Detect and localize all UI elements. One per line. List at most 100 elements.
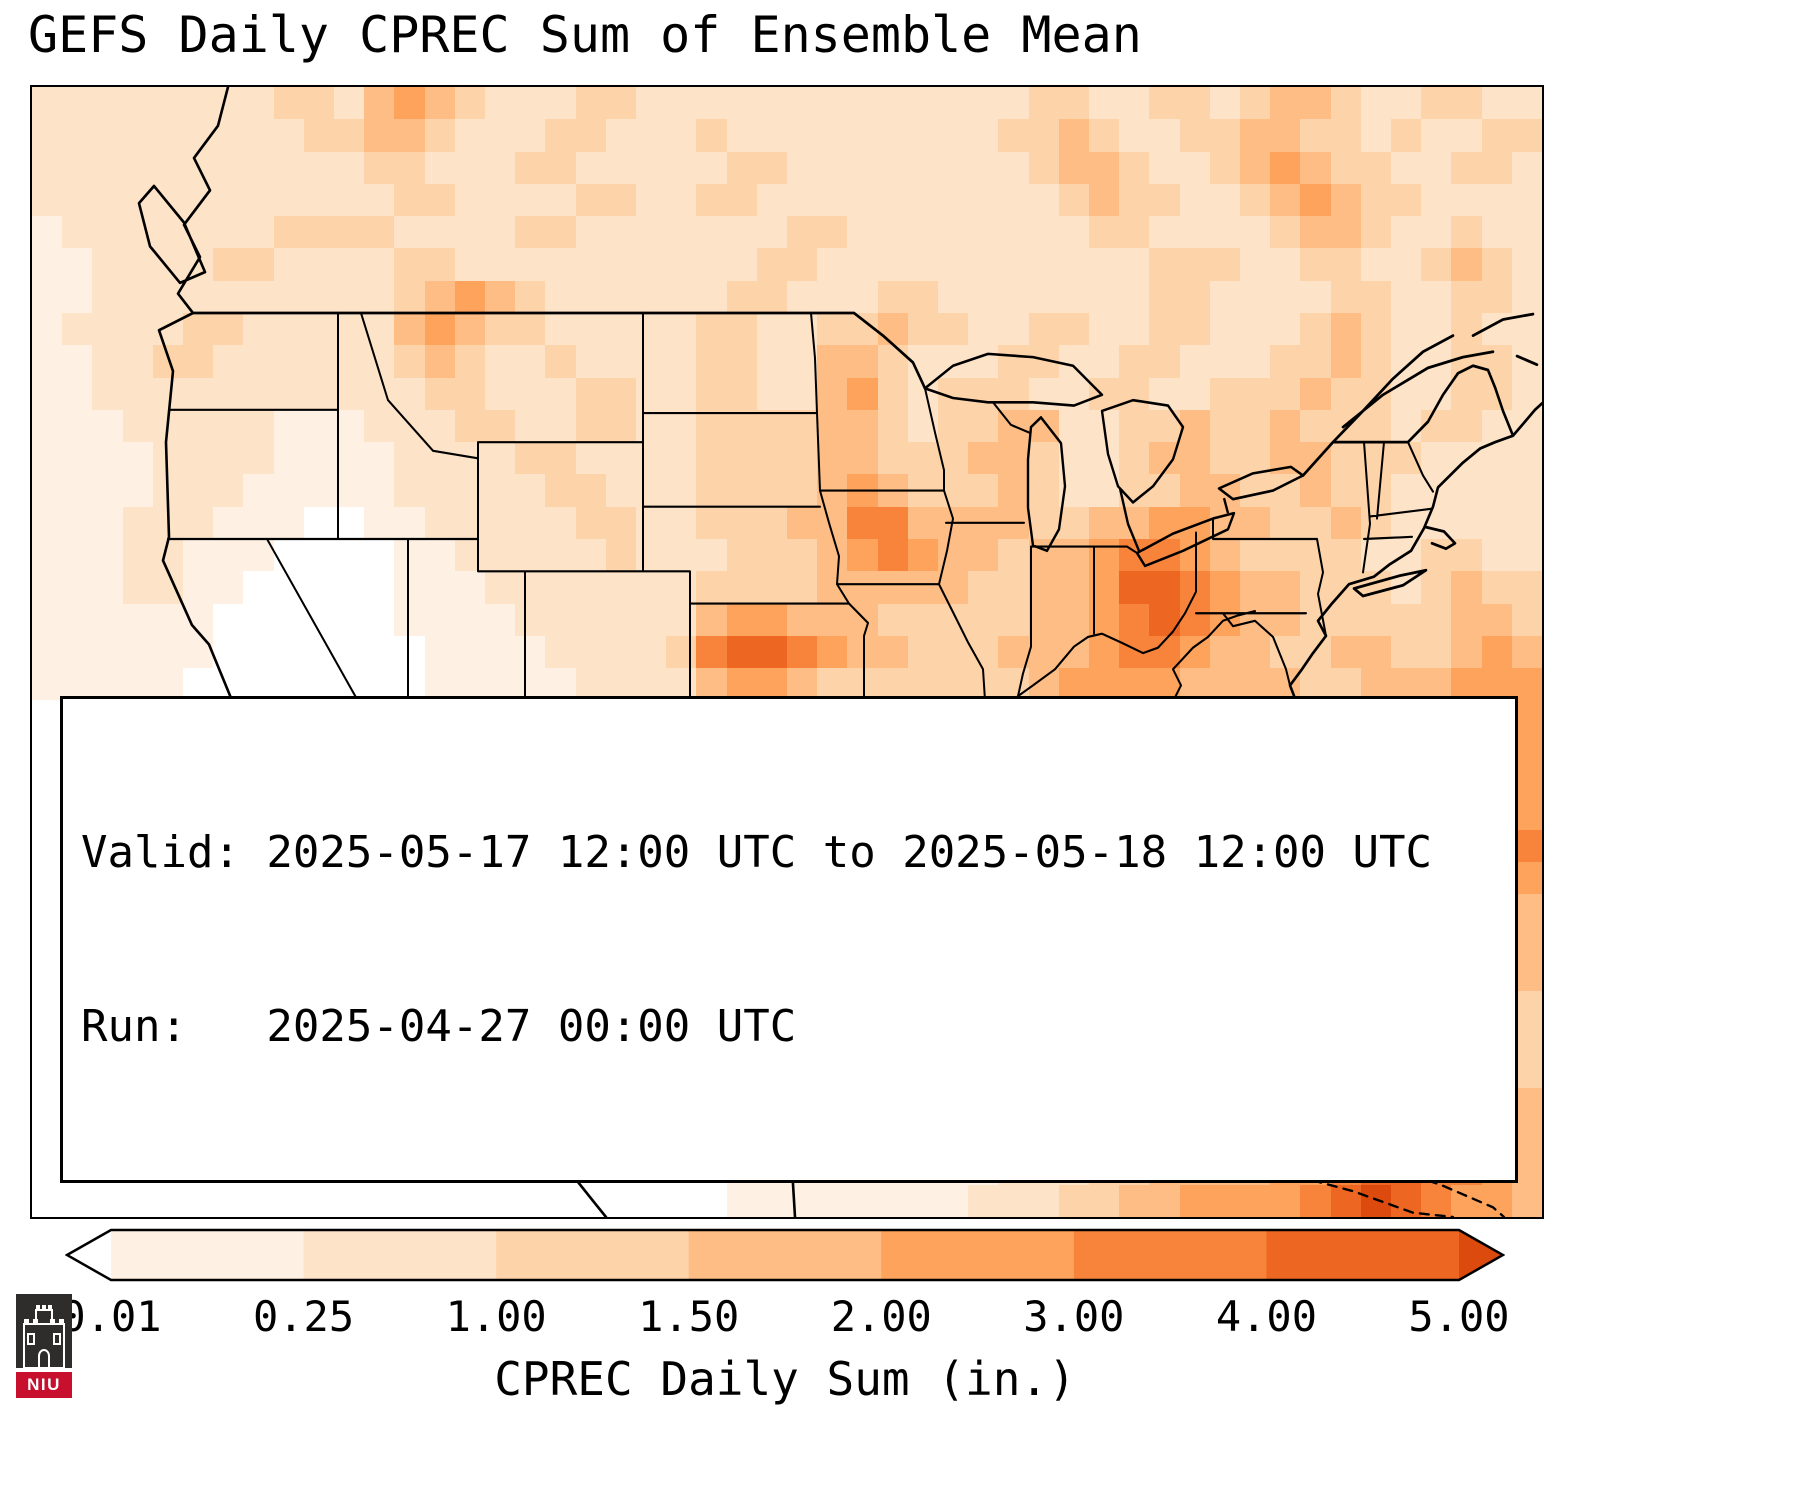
precip-cell bbox=[1058, 668, 1089, 701]
precip-cell bbox=[1330, 248, 1361, 281]
precip-cell bbox=[213, 312, 244, 346]
precip-cell bbox=[1209, 506, 1240, 539]
precip-cell bbox=[364, 248, 395, 281]
precip-cell bbox=[1270, 668, 1301, 701]
precip-cell bbox=[787, 248, 818, 281]
precip-cell bbox=[1179, 119, 1210, 152]
precip-cell bbox=[1391, 377, 1422, 410]
precip-cell bbox=[1481, 248, 1512, 281]
precip-cell bbox=[394, 312, 425, 346]
precip-cell bbox=[1179, 345, 1210, 378]
precip-cell bbox=[152, 312, 183, 346]
precip-cell bbox=[213, 635, 244, 669]
precip-cell bbox=[756, 571, 787, 604]
precip-cell bbox=[1028, 571, 1059, 604]
precip-cell bbox=[183, 506, 214, 539]
precip-cell bbox=[62, 312, 93, 346]
precip-cell bbox=[92, 442, 123, 475]
precip-cell bbox=[1149, 151, 1180, 184]
precip-cell bbox=[303, 87, 334, 120]
precip-cell bbox=[1119, 1184, 1150, 1217]
precip-cell bbox=[1360, 506, 1391, 539]
precip-cell bbox=[877, 119, 908, 152]
precip-cell bbox=[1089, 1184, 1120, 1217]
precip-cell bbox=[152, 603, 183, 636]
precip-cell bbox=[334, 119, 365, 152]
precip-cell bbox=[666, 248, 697, 281]
precip-cell bbox=[545, 280, 576, 313]
precip-cell bbox=[666, 635, 697, 669]
great-lakes-path bbox=[923, 352, 1305, 568]
precip-cell bbox=[696, 1184, 727, 1217]
precip-cell bbox=[575, 151, 606, 184]
precip-cell bbox=[394, 183, 425, 217]
precip-cell bbox=[1240, 442, 1271, 475]
precip-cell bbox=[1391, 280, 1422, 313]
precip-cell bbox=[1481, 635, 1512, 669]
precip-cell bbox=[273, 345, 304, 378]
precip-cell bbox=[636, 603, 667, 636]
precip-cell bbox=[364, 280, 395, 313]
precip-cell bbox=[213, 538, 244, 572]
info-box: Valid: 2025-05-17 12:00 UTC to 2025-05-1… bbox=[60, 696, 1518, 1183]
precip-cell bbox=[726, 119, 757, 152]
precip-cell bbox=[1149, 280, 1180, 313]
precip-cell bbox=[1300, 87, 1331, 120]
precip-cell bbox=[998, 538, 1029, 572]
precip-cell bbox=[545, 248, 576, 281]
precip-cell bbox=[1089, 248, 1120, 281]
precip-cell bbox=[364, 151, 395, 184]
precip-cell bbox=[1028, 280, 1059, 313]
precip-cell bbox=[62, 345, 93, 378]
precip-cell bbox=[364, 506, 395, 539]
precip-cell bbox=[998, 1184, 1029, 1217]
precip-cell bbox=[1270, 280, 1301, 313]
precip-cell bbox=[32, 732, 63, 765]
precip-cell bbox=[1058, 183, 1089, 217]
precip-cell bbox=[1300, 1184, 1331, 1217]
precip-cell bbox=[907, 506, 938, 539]
precip-cell bbox=[877, 571, 908, 604]
precip-cell bbox=[92, 345, 123, 378]
precip-cell bbox=[303, 119, 334, 152]
precip-cell bbox=[92, 377, 123, 410]
precip-cell bbox=[1270, 571, 1301, 604]
precip-cell bbox=[636, 377, 667, 410]
precip-cell bbox=[696, 506, 727, 539]
precip-cell bbox=[32, 345, 63, 378]
precip-cell bbox=[1240, 474, 1271, 507]
precip-cell bbox=[666, 216, 697, 249]
precip-cell bbox=[1300, 312, 1331, 346]
precip-cell bbox=[1300, 119, 1331, 152]
precip-cell bbox=[424, 280, 455, 313]
precip-cell bbox=[575, 442, 606, 475]
precip-cell bbox=[485, 183, 516, 217]
precip-cell bbox=[485, 87, 516, 120]
precip-cell bbox=[152, 345, 183, 378]
precip-cell bbox=[726, 216, 757, 249]
precip-cell bbox=[1209, 571, 1240, 604]
precip-cell bbox=[454, 216, 485, 249]
precip-cell bbox=[515, 248, 546, 281]
precip-cell bbox=[1360, 119, 1391, 152]
precip-cell bbox=[1481, 571, 1512, 604]
precip-cell bbox=[1240, 216, 1271, 249]
precip-cell bbox=[636, 216, 667, 249]
precip-cell bbox=[1300, 571, 1331, 604]
precip-cell bbox=[1330, 216, 1361, 249]
precip-cell bbox=[1481, 538, 1512, 572]
precip-cell bbox=[847, 603, 878, 636]
precip-cell bbox=[1300, 151, 1331, 184]
colorbar-segment bbox=[881, 1230, 1075, 1280]
precip-cell bbox=[62, 442, 93, 475]
precip-cell bbox=[1028, 312, 1059, 346]
precip-cell bbox=[364, 603, 395, 636]
precip-cell bbox=[183, 1184, 214, 1217]
precip-cell bbox=[32, 1023, 63, 1056]
precip-cell bbox=[1511, 119, 1542, 152]
precip-cell bbox=[334, 571, 365, 604]
precip-cell bbox=[1240, 280, 1271, 313]
precip-cell bbox=[938, 248, 969, 281]
precip-cell bbox=[32, 474, 63, 507]
precip-cell bbox=[1511, 87, 1542, 120]
